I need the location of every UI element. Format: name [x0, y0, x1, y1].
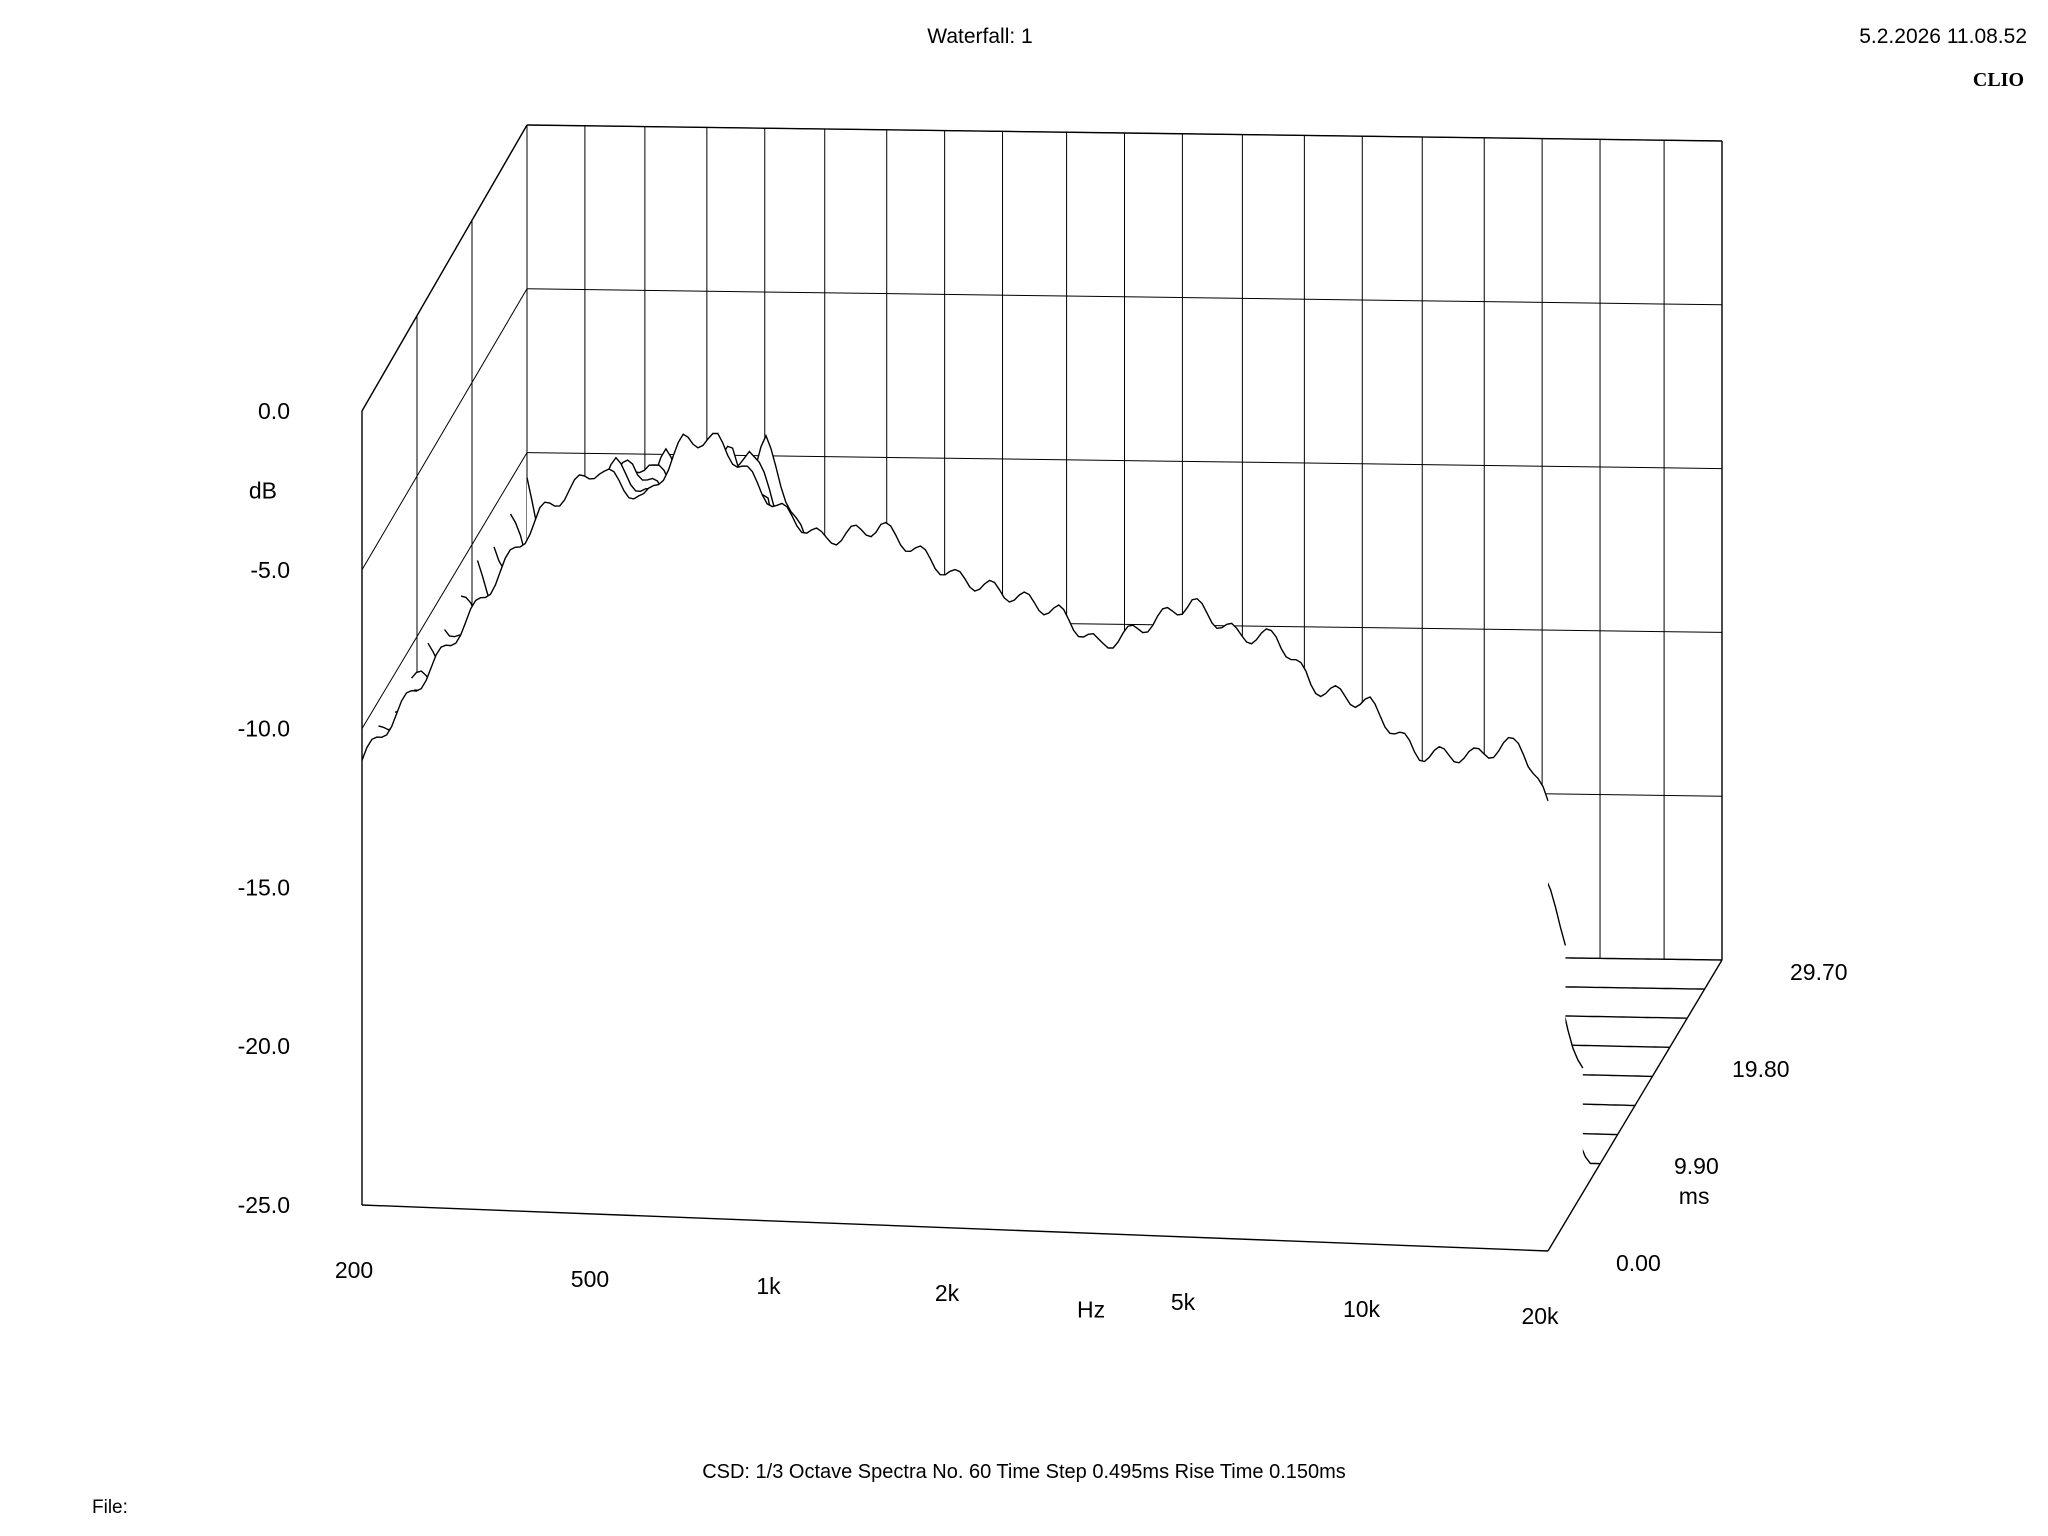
z-tick-label: 19.80 [1732, 1056, 1790, 1082]
measurement-info: CSD: 1/3 Octave Spectra No. 60 Time Step… [702, 1461, 1346, 1483]
brand-logo: CLIO [1972, 69, 2024, 91]
side-wall-db-line [361, 452, 528, 729]
y-tick-label: -20.0 [238, 1033, 290, 1059]
frame-top-left [361, 124, 528, 412]
y-tick-label: 0.0 [258, 398, 290, 424]
timestamp: 5.2.2026 11.08.52 [1859, 25, 2027, 48]
x-tick-label: 10k [1343, 1296, 1381, 1322]
frame-right-floor [1547, 959, 1723, 1252]
spectrum-slice-fill [362, 433, 1548, 1251]
spectra-slices [361, 432, 1723, 1251]
y-tick-label: -15.0 [238, 874, 290, 900]
y-tick-label: -5.0 [250, 557, 290, 583]
x-axis-label: Hz [1077, 1297, 1105, 1323]
frame-front-floor [361, 1204, 1549, 1252]
y-tick-label: -25.0 [238, 1192, 290, 1218]
y-axis-label: dB [249, 477, 277, 503]
z-tick-label: 29.70 [1790, 959, 1848, 985]
z-tick-label: 0.00 [1616, 1250, 1661, 1276]
z-tick-label: 9.90 [1674, 1153, 1719, 1179]
spectrum-slice [361, 432, 1549, 802]
frame-top-back [526, 124, 1723, 142]
x-tick-label: 5k [1171, 1289, 1196, 1315]
back-wall-db-line [526, 288, 1723, 306]
y-tick-label: -10.0 [238, 716, 290, 742]
plot-frame [361, 124, 1723, 1252]
file-label: File: [92, 1497, 128, 1518]
axis-labels: 0.0 -5.0 -10.0 -15.0 -20.0 -25.0 dB 200 500 1k 2k 5… [238, 398, 1848, 1329]
x-tick-label: 2k [935, 1280, 960, 1306]
side-wall-db-line [361, 288, 528, 571]
chart-title: Waterfall: 1 [927, 25, 1033, 48]
x-tick-label: 20k [1521, 1303, 1559, 1329]
x-tick-label: 500 [571, 1266, 609, 1292]
x-tick-label: 1k [756, 1273, 781, 1299]
z-axis-label: ms [1679, 1183, 1710, 1209]
x-tick-label: 200 [335, 1257, 373, 1283]
